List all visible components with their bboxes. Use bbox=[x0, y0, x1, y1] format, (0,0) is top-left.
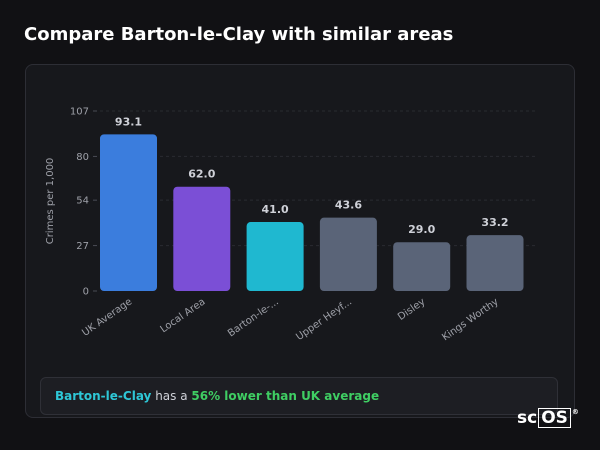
category-label: Upper Heyf... bbox=[294, 296, 354, 343]
summary-difference: 56% lower than UK average bbox=[191, 389, 380, 403]
chart-card: Crimes per 1,000 0 27 54 80 107 93.1 UK Averag… bbox=[25, 64, 575, 418]
y-axis-label: Crimes per 1,000 bbox=[45, 158, 56, 245]
y-tick-label: 107 bbox=[70, 107, 89, 118]
y-tick-label: 0 bbox=[83, 287, 89, 298]
bar-value-label: 93.1 bbox=[115, 115, 142, 128]
summary-box: Barton-le-Clay has a 56% lower than UK a… bbox=[40, 377, 558, 415]
bar-value-label: 41.0 bbox=[262, 203, 289, 216]
bar-value-label: 62.0 bbox=[188, 168, 215, 181]
summary-text: has a bbox=[151, 389, 192, 403]
category-label: Kings Worthy bbox=[440, 296, 501, 343]
bar-value-label: 29.0 bbox=[408, 223, 435, 236]
logo-boxed-text: OS bbox=[538, 408, 571, 428]
category-label: Disley bbox=[396, 296, 427, 323]
summary-area-name: Barton-le-Clay bbox=[55, 389, 152, 403]
category-label: Barton-le-... bbox=[226, 296, 281, 339]
bar-value-label: 33.2 bbox=[481, 216, 508, 229]
bar bbox=[393, 242, 451, 291]
page-title: Compare Barton-le-Clay with similar area… bbox=[24, 24, 454, 45]
y-tick-label: 27 bbox=[76, 241, 89, 252]
category-label: UK Average bbox=[80, 296, 134, 338]
y-tick-label: 80 bbox=[76, 152, 89, 163]
y-tick-label: 54 bbox=[76, 196, 89, 207]
bar bbox=[173, 186, 231, 291]
logo-registered-mark: ® bbox=[571, 408, 579, 416]
bar bbox=[319, 217, 377, 291]
logo-text: sc bbox=[517, 408, 538, 428]
bar bbox=[100, 134, 157, 291]
crime-bar-chart: Crimes per 1,000 0 27 54 80 107 93.1 UK Averag… bbox=[45, 107, 536, 343]
bar bbox=[466, 235, 524, 291]
category-label: Local Area bbox=[159, 296, 208, 335]
bar bbox=[246, 222, 304, 291]
scos-logo: sc OS ® bbox=[517, 408, 579, 428]
bar-value-label: 43.6 bbox=[335, 199, 362, 212]
